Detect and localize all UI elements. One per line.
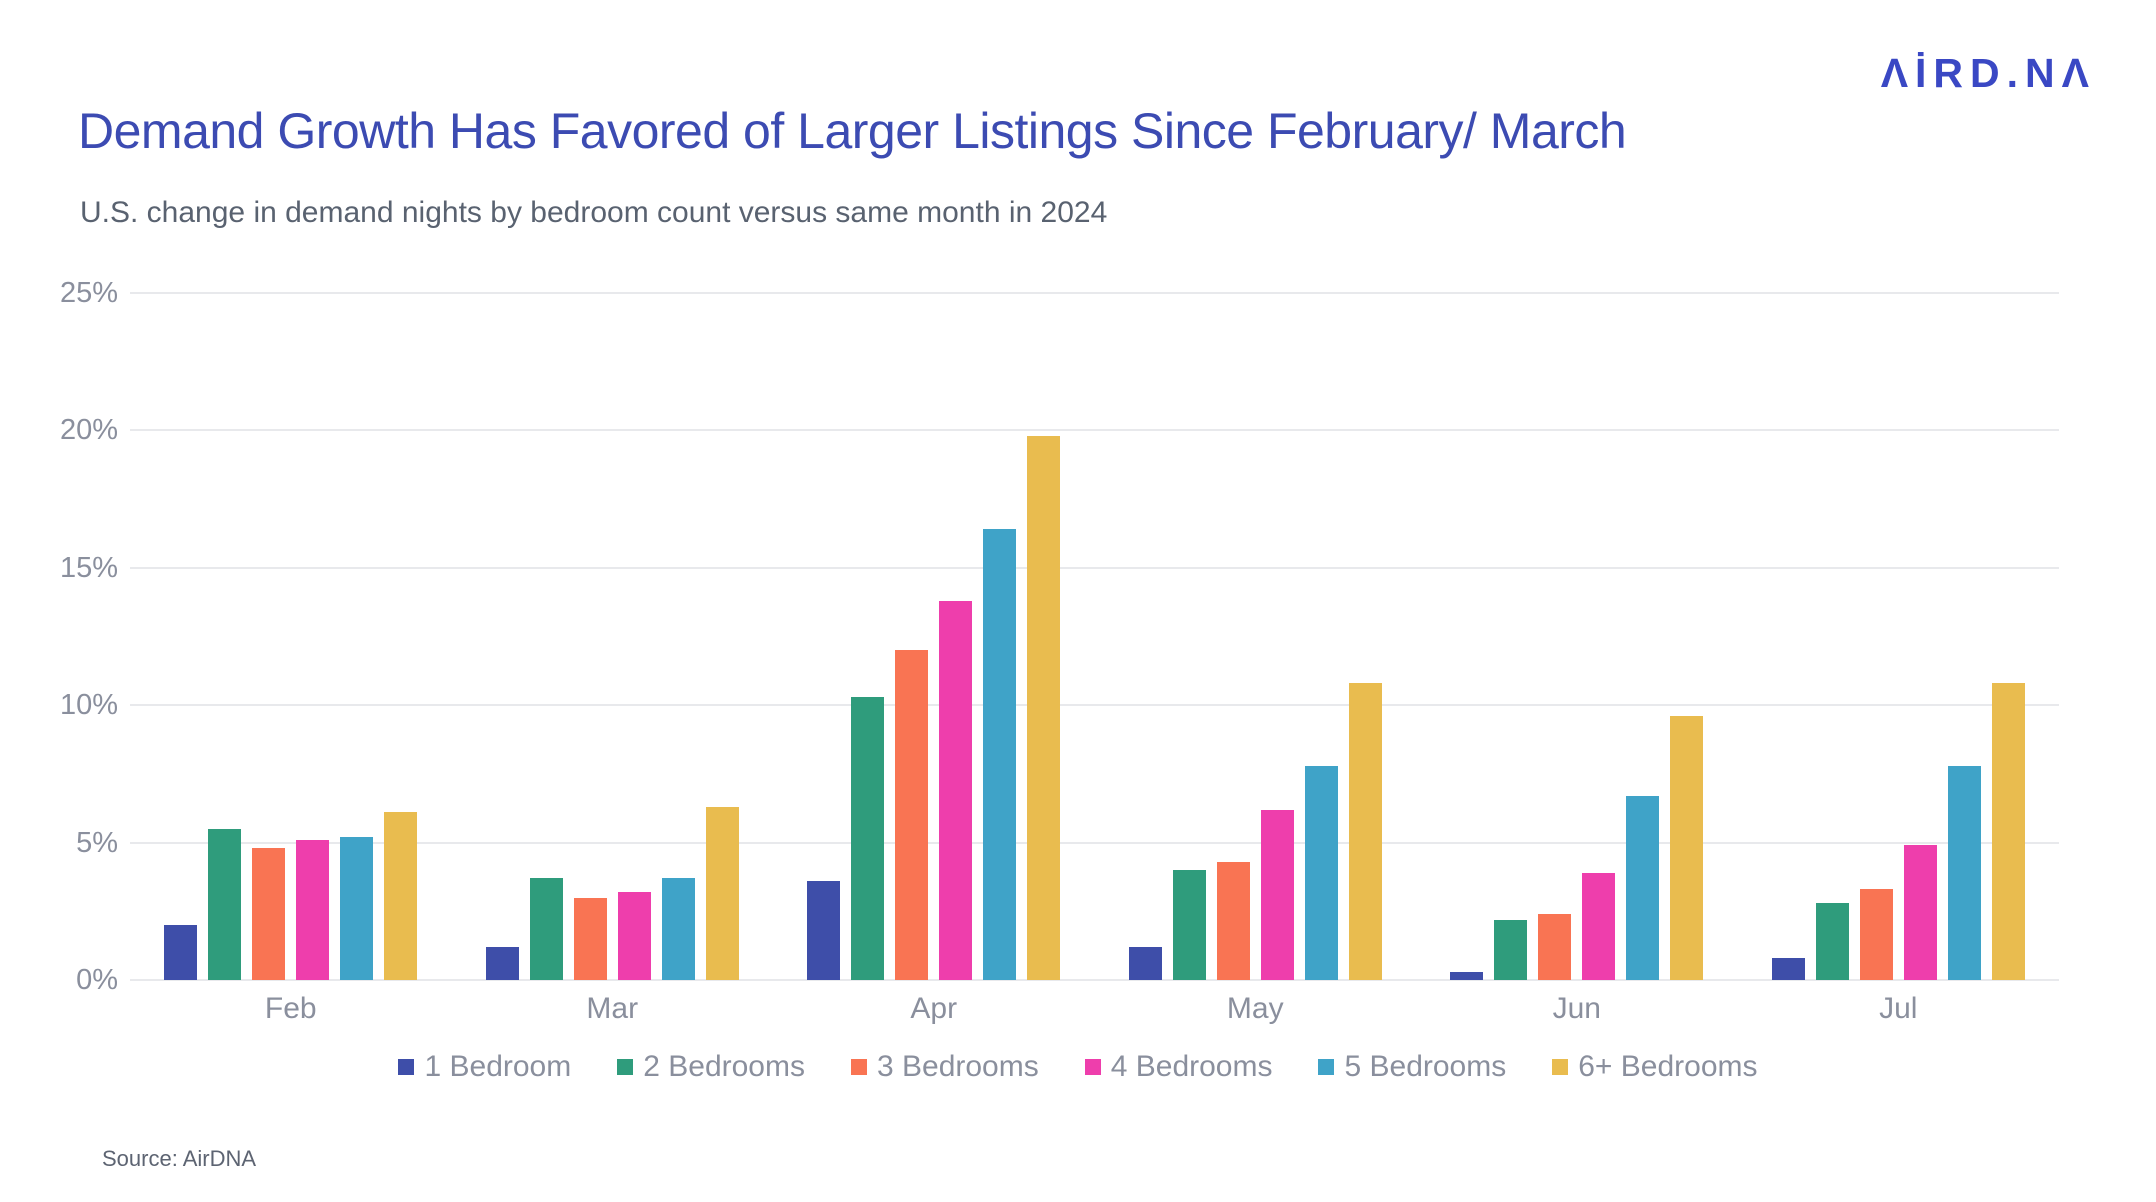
gridline bbox=[130, 979, 2059, 981]
bar-jun-3-bedrooms bbox=[1538, 914, 1572, 980]
bar-mar-5-bedrooms bbox=[661, 878, 695, 980]
bar-jun-4-bedrooms bbox=[1582, 872, 1616, 980]
bar-feb-3-bedrooms bbox=[252, 848, 286, 980]
bar-group-feb bbox=[130, 293, 452, 980]
bar-jul-6-bedrooms bbox=[1991, 683, 2025, 980]
bar-group-jun bbox=[1416, 293, 1738, 980]
bar-apr-3-bedrooms bbox=[895, 650, 929, 980]
legend-label: 4 Bedrooms bbox=[1110, 1050, 1273, 1083]
bar-jun-5-bedrooms bbox=[1626, 795, 1660, 980]
legend-swatch bbox=[1084, 1059, 1101, 1075]
bar-mar-3-bedrooms bbox=[573, 897, 607, 980]
legend-label: 6+ Bedrooms bbox=[1578, 1050, 1758, 1083]
y-axis: 0% 5% 10% 15% 20% 25% bbox=[0, 277, 118, 996]
legend-label: 2 Bedrooms bbox=[643, 1050, 805, 1083]
bar-feb-4-bedrooms bbox=[296, 839, 330, 980]
gridline bbox=[130, 841, 2059, 844]
y-tick-label: 20% bbox=[59, 414, 118, 447]
bar-feb-6-bedrooms bbox=[384, 812, 418, 980]
bar-group-mar bbox=[452, 293, 774, 980]
legend-item: 2 Bedrooms bbox=[617, 1050, 805, 1084]
gridline bbox=[130, 566, 2059, 569]
gridline bbox=[130, 704, 2059, 707]
bar-mar-1-bedroom bbox=[485, 947, 519, 980]
bar-jul-5-bedrooms bbox=[1947, 765, 1981, 980]
gridline bbox=[130, 429, 2059, 432]
bar-jul-4-bedrooms bbox=[1903, 845, 1937, 980]
bar-mar-4-bedrooms bbox=[617, 892, 651, 980]
bar-mar-6-bedrooms bbox=[705, 806, 739, 980]
legend-swatch bbox=[1552, 1059, 1569, 1075]
x-tick-label: May bbox=[1226, 992, 1284, 1025]
legend-item: 5 Bedrooms bbox=[1318, 1050, 1506, 1084]
bar-group-may bbox=[1095, 293, 1417, 980]
bar-group-apr bbox=[773, 293, 1095, 980]
x-tick-label: Apr bbox=[910, 992, 958, 1025]
y-tick-label: 0% bbox=[76, 964, 118, 996]
legend-label: 1 Bedroom bbox=[424, 1050, 572, 1083]
x-axis: Feb Mar Apr May Jun Jul bbox=[130, 992, 2059, 1026]
legend-item: 4 Bedrooms bbox=[1084, 1050, 1273, 1084]
bar-may-4-bedrooms bbox=[1260, 809, 1294, 980]
bar-jul-3-bedrooms bbox=[1859, 889, 1893, 980]
airdna-logo: ΛİRD.NΛ bbox=[1880, 50, 2096, 96]
bar-may-2-bedrooms bbox=[1172, 870, 1206, 980]
bar-jun-6-bedrooms bbox=[1670, 716, 1704, 980]
chart-title: Demand Growth Has Favored of Larger List… bbox=[78, 103, 1627, 159]
legend-item: 1 Bedroom bbox=[398, 1050, 571, 1084]
bar-apr-1-bedroom bbox=[807, 881, 841, 980]
bar-feb-5-bedrooms bbox=[340, 837, 374, 980]
bar-may-5-bedrooms bbox=[1304, 765, 1338, 980]
y-tick-label: 5% bbox=[76, 826, 118, 859]
legend-swatch bbox=[850, 1059, 867, 1075]
bar-jul-1-bedroom bbox=[1771, 958, 1805, 980]
x-tick-label: Jun bbox=[1552, 992, 1601, 1025]
bar-may-1-bedroom bbox=[1128, 947, 1162, 980]
x-tick-label: Jul bbox=[1879, 992, 1918, 1025]
bar-groups bbox=[130, 293, 2059, 980]
bar-group-jul bbox=[1738, 293, 2060, 980]
legend-swatch bbox=[398, 1059, 415, 1075]
legend-swatch bbox=[1318, 1059, 1335, 1075]
gridline bbox=[130, 292, 2059, 294]
bar-jul-2-bedrooms bbox=[1815, 903, 1849, 980]
legend-swatch bbox=[617, 1059, 634, 1075]
legend: 1 Bedroom 2 Bedrooms 3 Bedrooms 4 Bedrooms 5… bbox=[0, 1050, 2156, 1084]
legend-item: 6+ Bedrooms bbox=[1552, 1050, 1758, 1084]
x-tick-label: Mar bbox=[586, 992, 639, 1025]
bar-apr-4-bedrooms bbox=[939, 600, 973, 980]
legend-label: 3 Bedrooms bbox=[876, 1050, 1039, 1083]
chart-subtitle: U.S. change in demand nights by bedroom … bbox=[80, 196, 1108, 229]
y-tick-label: 10% bbox=[59, 689, 118, 722]
y-tick-label: 15% bbox=[59, 551, 118, 584]
source-note: Source: AirDNA bbox=[102, 1146, 257, 1171]
bar-apr-2-bedrooms bbox=[851, 696, 885, 980]
bar-feb-2-bedrooms bbox=[208, 828, 242, 980]
bar-jun-1-bedroom bbox=[1450, 971, 1484, 980]
plot-area bbox=[130, 292, 2059, 981]
legend-label: 5 Bedrooms bbox=[1344, 1050, 1507, 1083]
bar-feb-1-bedroom bbox=[164, 925, 198, 980]
bar-mar-2-bedrooms bbox=[529, 878, 563, 980]
legend-item: 3 Bedrooms bbox=[850, 1050, 1039, 1084]
y-tick-label: 25% bbox=[59, 277, 118, 309]
x-tick-label: Feb bbox=[264, 992, 317, 1025]
bar-may-3-bedrooms bbox=[1216, 861, 1250, 980]
bar-may-6-bedrooms bbox=[1348, 683, 1382, 980]
bar-jun-2-bedrooms bbox=[1494, 919, 1528, 980]
bar-apr-6-bedrooms bbox=[1027, 435, 1061, 980]
bar-apr-5-bedrooms bbox=[983, 529, 1017, 980]
